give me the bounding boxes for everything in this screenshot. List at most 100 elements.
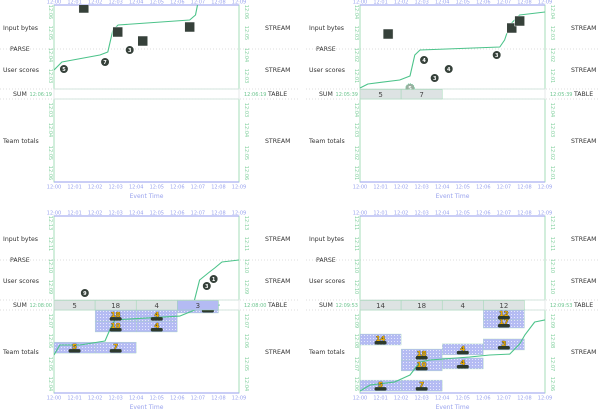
lower-plot-frame [53,98,240,183]
event-tick-bottom: 12:09 [538,396,552,402]
user-score-circle [125,45,135,55]
result-badge [415,366,428,371]
processing-tick: 12:07 [243,314,249,328]
input-bytes-square [506,22,518,34]
result-value: 10 [111,322,121,330]
processing-tick: 12:08 [353,334,359,348]
sum-pane-value: 7 [419,91,423,99]
result-badge [109,317,122,321]
event-tick-top: 12:08 [211,0,225,6]
user-score-circle [444,64,454,74]
user-score-value: 3 [495,53,499,59]
result-badge [109,327,122,332]
event-tick-top: 12:08 [211,211,225,217]
processing-tick: 12:06 [47,166,53,180]
sum-pane-value: 3 [196,302,200,310]
event-tick-bottom: 12:08 [517,185,531,191]
processing-tick: 12:04 [549,5,555,19]
processing-tick: 12:10 [243,259,249,273]
event-tick-top: 12:02 [88,0,102,6]
stream-label: STREAM [265,138,291,145]
input-bytes-square [514,15,525,27]
plot-content: 5 7 3 [54,5,199,74]
processing-tick: 12:11 [353,237,359,251]
processing-tick: 12:01 [353,166,359,180]
event-tick-top: 12:05 [150,0,164,6]
result-value: 4 [460,359,465,367]
watermark-upper [193,259,239,301]
processing-tick: 12:04 [47,123,53,137]
result-badge [497,324,510,328]
sum-pane-value: 18 [111,302,120,310]
watermark-upper [360,11,545,89]
processing-tick: 12:04 [549,103,555,117]
sum-pane-value: 14 [376,302,385,310]
result-badge [456,350,469,355]
event-tick-top: 12:03 [108,0,122,6]
event-tick-top: 12:09 [232,211,246,217]
sum-pane-value: 4 [155,302,160,310]
processing-tick: 12:10 [549,280,555,294]
stream-label: STREAM [571,349,597,356]
event-tick-top: 12:01 [67,0,81,6]
upper-plot-frame [53,215,240,301]
event-tick-top: 12:04 [129,211,143,217]
input-bytes-square [382,28,394,40]
x-axis-label: Event Time [436,193,470,200]
sum-pane [400,89,443,100]
processing-tick: 12:03 [47,103,53,117]
row-label-team-totals: Team totals [308,138,345,145]
event-tick-top: 12:03 [414,0,428,6]
event-tick-bottom: 12:01 [67,185,81,191]
event-tick-bottom: 12:03 [108,396,122,402]
user-score-value: 9 [83,291,87,297]
stream-label: STREAM [571,67,597,74]
input-bytes-square [137,35,148,47]
processing-tick: 12:05 [47,357,53,371]
row-label-team-totals: Team totals [2,138,39,145]
sum-processing-time: 12:05:39 [550,92,572,98]
event-tick-bottom: 12:02 [88,185,102,191]
input-bytes-square [78,5,90,14]
input-bytes-square [184,21,195,33]
result-value: 4 [154,322,159,330]
event-tick-top: 12:07 [497,0,511,6]
event-tick-bottom: 12:01 [373,185,387,191]
stream-label: STREAM [265,25,291,32]
event-tick-top: 12:02 [394,0,408,6]
row-label-input-bytes: Input bytes [3,25,38,32]
event-tick-bottom: 12:00 [353,185,367,191]
processing-tick: 12:11 [47,237,53,251]
event-tick-bottom: 12:06 [476,185,490,191]
user-score-circle [59,64,69,74]
result-badge [374,341,387,345]
result-badge [415,356,428,360]
event-tick-bottom: 12:03 [414,396,428,402]
processing-tick: 12:09 [549,314,555,328]
event-tick-top: 12:04 [129,0,143,6]
event-tick-bottom: 12:07 [191,185,205,191]
processing-tick: 12:07 [549,357,555,371]
row-label-user-scores: User scores [3,67,39,74]
stream-label: STREAM [571,25,597,32]
result-value: 5 [378,381,383,389]
row-label-parse: PARSE [316,257,336,264]
plot-content: 4 3 4 3 5 [360,11,545,93]
processing-tick: 12:02 [549,146,555,160]
user-score-value: 3 [433,76,437,82]
result-pane [360,333,402,346]
event-tick-top: 12:02 [394,211,408,217]
processing-tick: 12:05 [243,26,249,40]
user-score-circle [209,274,219,284]
processing-tick: 12:06 [243,5,249,19]
stream-label: STREAM [571,138,597,145]
sum-processing-time: 12:06:19 [244,92,266,98]
event-tick-bottom: 12:06 [170,396,184,402]
processing-tick: 12:11 [353,216,359,230]
row-label-input-bytes: Input bytes [309,236,344,243]
event-tick-top: 12:05 [456,211,470,217]
sum-processing-time: 12:05:39 [336,92,358,98]
event-tick-top: 12:07 [191,0,205,6]
result-pane [400,379,443,392]
event-tick-bottom: 12:04 [129,396,143,402]
